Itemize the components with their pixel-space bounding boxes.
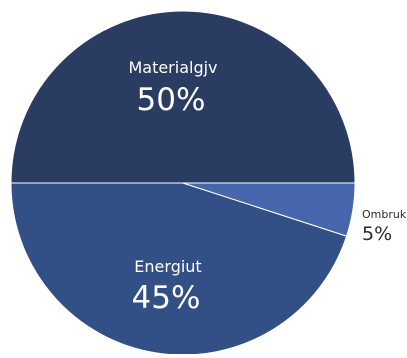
slice-value-ombruk: 5% (362, 223, 392, 245)
slice-value-energiut: 45% (132, 280, 201, 316)
slice-value-materialgjv: 50% (137, 82, 206, 118)
slice-label-energiut: Energiut (134, 257, 201, 276)
pie-slice-materialgjv (10, 10, 356, 184)
slice-label-ombruk: Ombruk (362, 208, 407, 221)
pie-slice-ombruk (182, 182, 356, 237)
pie-slice-energiut (10, 182, 348, 356)
slices-layer (10, 10, 356, 356)
slice-label-materialgjv: Materialgjv (128, 58, 217, 77)
labels-layer: Materialgjv 50% Energiut 45% Ombruk 5% (128, 58, 406, 316)
